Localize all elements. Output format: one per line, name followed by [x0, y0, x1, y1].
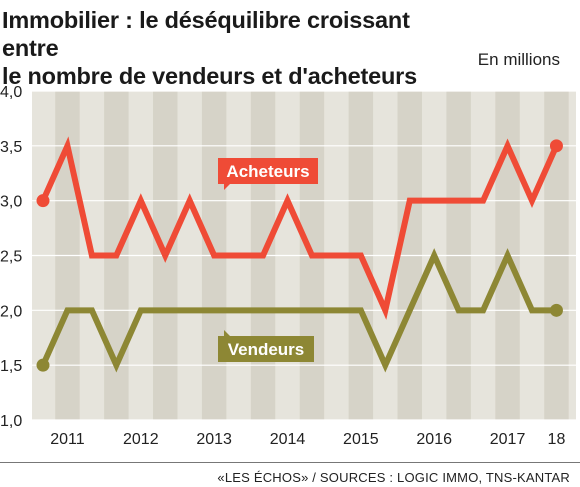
y-tick-label: 1,0	[0, 413, 22, 430]
unit-label: En millions	[477, 50, 560, 69]
vendeurs-label-pointer	[224, 330, 230, 336]
x-tick-label: 2014	[270, 431, 306, 448]
acheteurs-point	[36, 194, 50, 208]
chart-title-line-2: le nombre de vendeurs et d'acheteurs	[2, 63, 417, 89]
line-chart: 4,0 3,5 3,0 2,5 2,0 1,5 1,0 2011 2012 2013 2014 201…	[0, 84, 576, 448]
x-tick-label: 2017	[490, 431, 526, 448]
y-tick-label: 2,0	[0, 303, 22, 320]
vendeurs-label: Vendeurs	[228, 340, 305, 359]
source-credit: «LES ÉCHOS» / SOURCES : LOGIC IMMO, TNS-…	[217, 470, 570, 485]
x-tick-label: 18	[548, 431, 566, 448]
y-tick-label: 1,5	[0, 358, 22, 375]
y-tick-label: 3,0	[0, 194, 22, 211]
x-tick-label: 2016	[416, 431, 452, 448]
acheteurs-label: Acheteurs	[226, 162, 309, 181]
acheteurs-line	[40, 136, 560, 320]
y-tick-label: 3,5	[0, 139, 22, 156]
acheteurs-label-pointer	[224, 184, 230, 190]
bottom-divider	[0, 462, 580, 463]
chart-title: Immobilier : le déséquilibre croissant e…	[2, 6, 472, 90]
x-tick-label: 2012	[123, 431, 159, 448]
acheteurs-label-box	[218, 158, 318, 184]
vendeurs-point	[549, 303, 563, 317]
vendeurs-label-box	[218, 336, 314, 362]
vendeurs-point	[36, 358, 50, 372]
x-tick-label: 2013	[196, 431, 232, 448]
y-tick-label: 4,0	[0, 84, 22, 101]
vendeurs-line	[40, 248, 557, 373]
chart-title-line-1: Immobilier : le déséquilibre croissant e…	[2, 7, 410, 61]
x-tick-label: 2015	[343, 431, 379, 448]
x-tick-label: 2011	[50, 431, 85, 448]
y-tick-label: 2,5	[0, 249, 22, 266]
acheteurs-point	[549, 139, 563, 153]
